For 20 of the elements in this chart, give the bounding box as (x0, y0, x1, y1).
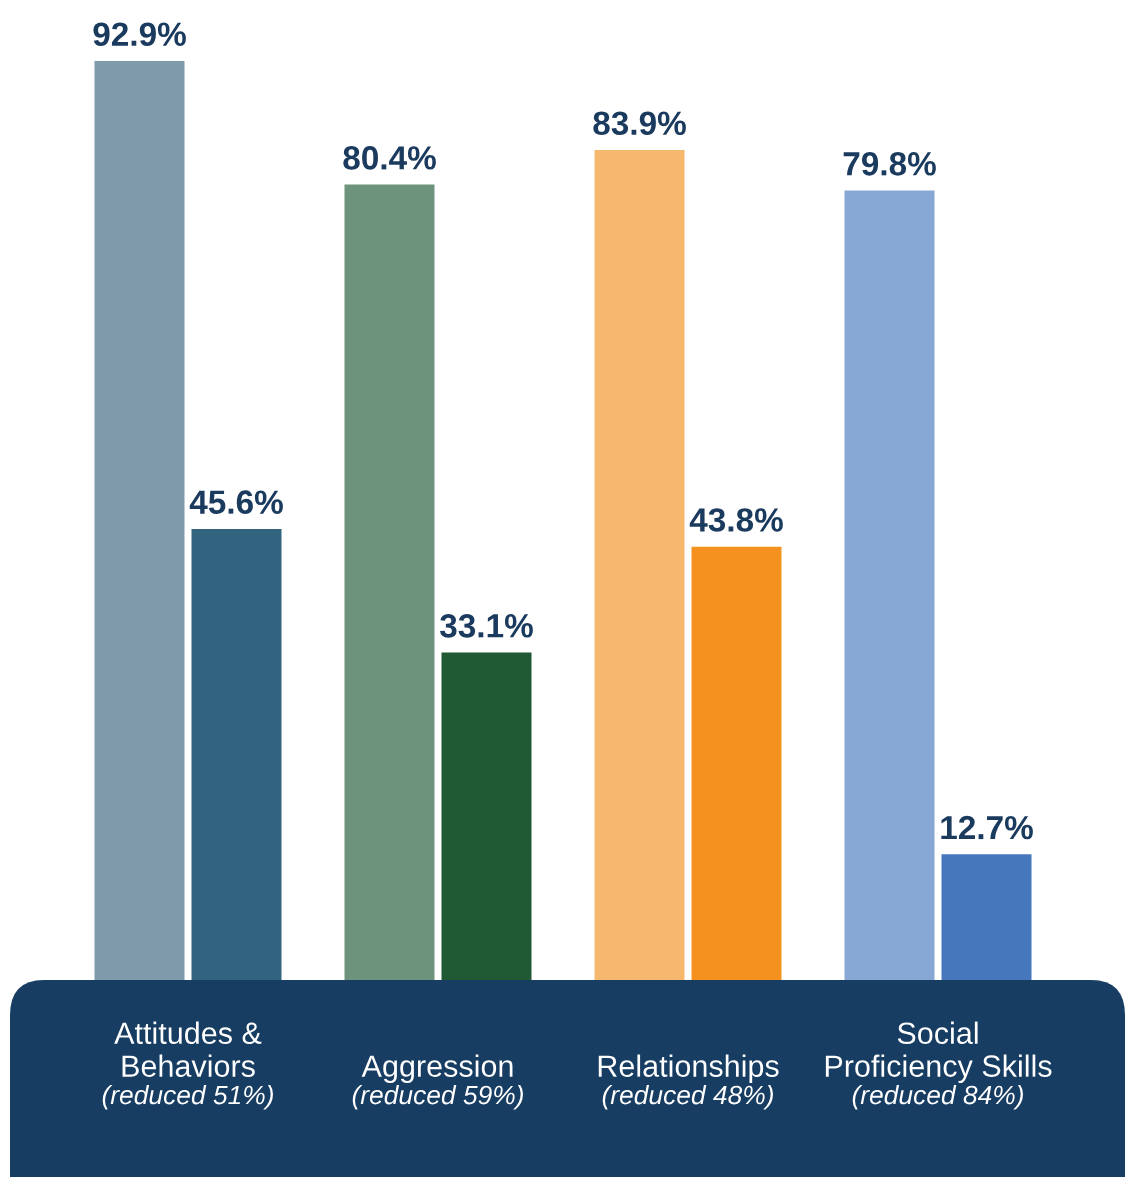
bar (941, 854, 1032, 980)
data-label: 80.4% (343, 146, 436, 170)
data-label: 45.6% (189, 490, 283, 514)
bar (844, 190, 935, 980)
bar (94, 60, 185, 980)
data-label: 79.8% (843, 152, 936, 176)
data-label: 83.9% (593, 111, 686, 136)
bar (191, 528, 282, 980)
data-label: 92.9% (93, 22, 186, 47)
data-label: 43.8% (689, 508, 783, 532)
bar (441, 652, 532, 980)
bar (691, 546, 782, 980)
x-tick-label: Relationships (reduced 48%) (598, 1054, 779, 1110)
x-tick-label: Social Proficiency Skills (reduced 84%) (825, 1021, 1052, 1110)
bar (344, 184, 435, 980)
x-tick-label: Attitudes & Behaviors (reduced 51%) (102, 1021, 273, 1110)
x-tick-label: Aggression (reduced 59%) (352, 1054, 523, 1110)
data-label: 33.1% (440, 614, 533, 638)
data-label: 12.7% (941, 815, 1033, 840)
bar (594, 149, 685, 980)
